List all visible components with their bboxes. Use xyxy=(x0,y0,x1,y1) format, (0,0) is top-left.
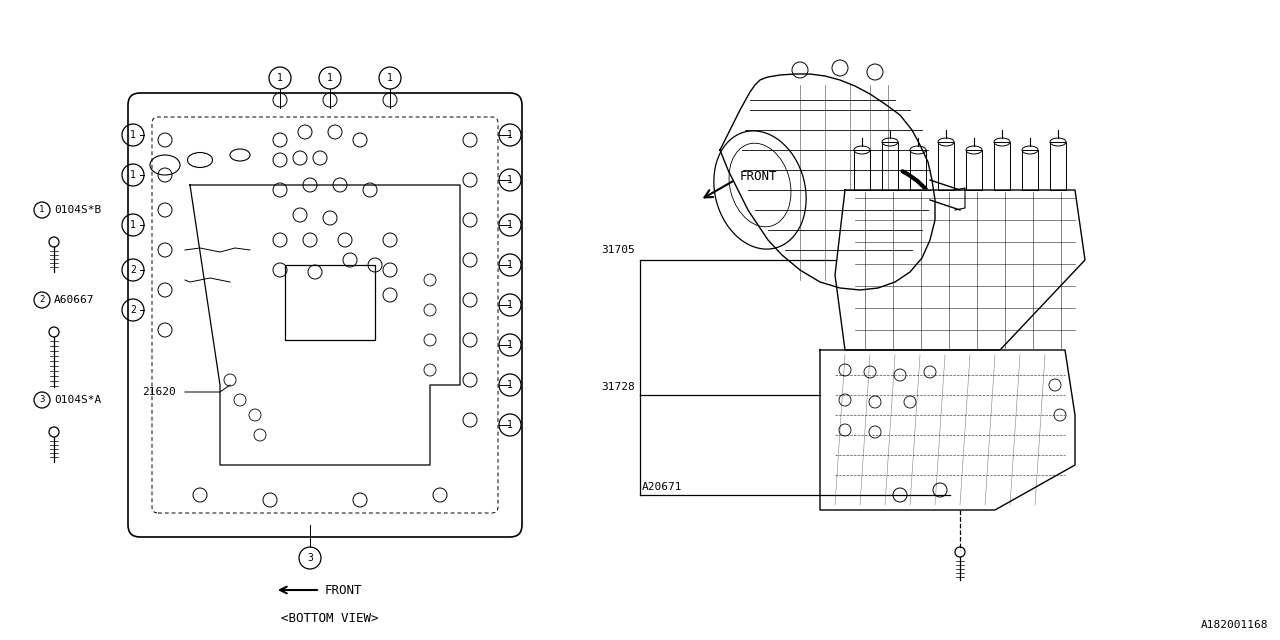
Text: 1: 1 xyxy=(328,73,333,83)
Bar xyxy=(285,265,375,340)
Text: 3: 3 xyxy=(307,553,312,563)
Text: 1: 1 xyxy=(507,300,513,310)
Text: FRONT: FRONT xyxy=(325,584,362,596)
Text: 31728: 31728 xyxy=(602,382,635,392)
Text: 2: 2 xyxy=(131,305,136,315)
Bar xyxy=(882,142,899,190)
Text: 1: 1 xyxy=(507,175,513,185)
Text: 1: 1 xyxy=(507,340,513,350)
Text: 1: 1 xyxy=(40,205,45,214)
Bar xyxy=(1050,142,1066,190)
FancyBboxPatch shape xyxy=(128,93,522,537)
Polygon shape xyxy=(719,74,934,290)
Text: 2: 2 xyxy=(40,296,45,305)
Text: 3: 3 xyxy=(40,396,45,404)
Text: 1: 1 xyxy=(131,130,136,140)
Text: 2: 2 xyxy=(131,265,136,275)
Text: 1: 1 xyxy=(507,420,513,430)
Text: 31705: 31705 xyxy=(602,245,635,255)
Bar xyxy=(910,150,925,190)
Bar xyxy=(966,150,982,190)
Text: 1: 1 xyxy=(387,73,393,83)
Text: A20671: A20671 xyxy=(643,482,682,492)
Text: 1: 1 xyxy=(131,170,136,180)
Bar xyxy=(1021,150,1038,190)
Text: 1: 1 xyxy=(131,220,136,230)
Text: 1: 1 xyxy=(507,220,513,230)
Polygon shape xyxy=(835,190,1085,350)
Text: A182001168: A182001168 xyxy=(1201,620,1268,630)
Text: 0104S*B: 0104S*B xyxy=(54,205,101,215)
Bar xyxy=(995,142,1010,190)
Text: 1: 1 xyxy=(507,260,513,270)
Polygon shape xyxy=(820,350,1075,510)
Text: 21620: 21620 xyxy=(142,387,175,397)
Text: <BOTTOM VIEW>: <BOTTOM VIEW> xyxy=(282,611,379,625)
Text: 1: 1 xyxy=(507,380,513,390)
Bar xyxy=(938,142,954,190)
Text: FRONT: FRONT xyxy=(740,170,777,184)
Text: A60667: A60667 xyxy=(54,295,95,305)
Text: 0104S*A: 0104S*A xyxy=(54,395,101,405)
Bar xyxy=(854,150,870,190)
Text: 1: 1 xyxy=(276,73,283,83)
Text: 1: 1 xyxy=(507,130,513,140)
